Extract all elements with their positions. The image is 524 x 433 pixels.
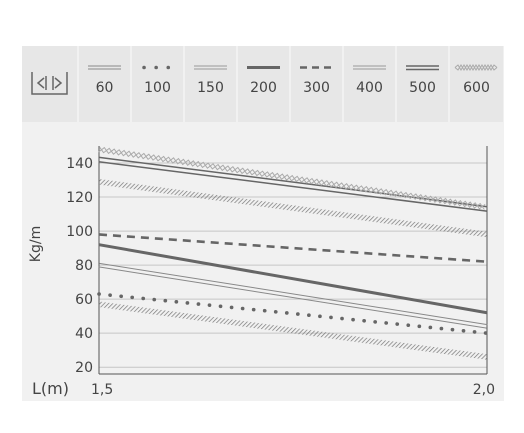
legend-swatch-60 (88, 65, 121, 70)
legend-item-200: 200 (238, 46, 289, 122)
legend-item-300: 300 (291, 46, 342, 122)
y-tick-label-60: 60 (75, 292, 93, 308)
legend-label-600: 600 (463, 80, 490, 96)
series-150 (98, 262, 488, 329)
series-line-150-1 (99, 262, 488, 326)
y-tick-label-120: 120 (66, 190, 93, 206)
series-line-150-0 (98, 266, 487, 329)
legend-label-60: 60 (95, 80, 114, 96)
y-axis-label: Kg/m (28, 226, 44, 262)
series-line-400 (98, 178, 488, 238)
series-100 (97, 292, 489, 335)
legend-swatch-600 (454, 64, 498, 71)
series-line-60 (98, 301, 488, 360)
series-line-300 (98, 233, 488, 263)
legend-item-400: 400 (344, 46, 395, 122)
legend-swatch-100 (142, 65, 176, 70)
legend-item-100: 100 (132, 46, 183, 122)
series-60 (98, 301, 488, 360)
legend-label-200: 200 (250, 80, 277, 96)
y-tick-label-140: 140 (66, 156, 93, 172)
series-200 (98, 243, 488, 315)
x-tick-label-1: 2,0 (473, 382, 495, 398)
legend-label-100: 100 (144, 80, 171, 96)
series-line-500-0 (98, 161, 487, 212)
series-600 (98, 146, 486, 210)
legend-icon-cell (22, 46, 77, 122)
series-500 (98, 156, 488, 212)
legend-swatch-500 (406, 65, 439, 71)
legend-item-600: 600 (450, 46, 503, 122)
width-measure-icon (31, 72, 68, 95)
legend-label-150: 150 (197, 80, 224, 96)
series-300 (98, 233, 488, 263)
series-line-100 (97, 292, 489, 335)
axis-labels: Kg/m L(m) (28, 226, 69, 398)
axes: 20 40 60 80 100 120 140 1,5 2,0 (66, 146, 495, 398)
y-tick-label-40: 40 (75, 326, 93, 342)
legend-swatch-200 (247, 66, 280, 69)
series-line-200 (98, 243, 488, 315)
series-layer (97, 146, 489, 360)
grid (99, 162, 487, 368)
y-tick-label-20: 20 (75, 360, 93, 376)
series-line-600-a (98, 146, 485, 210)
x-tick-label-0: 1,5 (91, 382, 113, 398)
y-tick-label-100: 100 (66, 224, 93, 240)
legend: 60 100 150 200 300 400 (22, 46, 504, 122)
legend-label-500: 500 (409, 80, 436, 96)
series-400 (98, 178, 488, 238)
legend-swatch-300 (300, 66, 333, 69)
series-line-600-b (98, 146, 486, 210)
legend-item-150: 150 (185, 46, 236, 122)
legend-item-60: 60 (79, 46, 130, 122)
legend-label-400: 400 (356, 80, 383, 96)
legend-item-500: 500 (397, 46, 448, 122)
x-axis-label: L(m) (32, 379, 69, 398)
y-tick-label-80: 80 (75, 258, 93, 274)
legend-swatch-400 (353, 65, 386, 70)
legend-swatch-150 (194, 65, 227, 70)
legend-label-300: 300 (303, 80, 330, 96)
